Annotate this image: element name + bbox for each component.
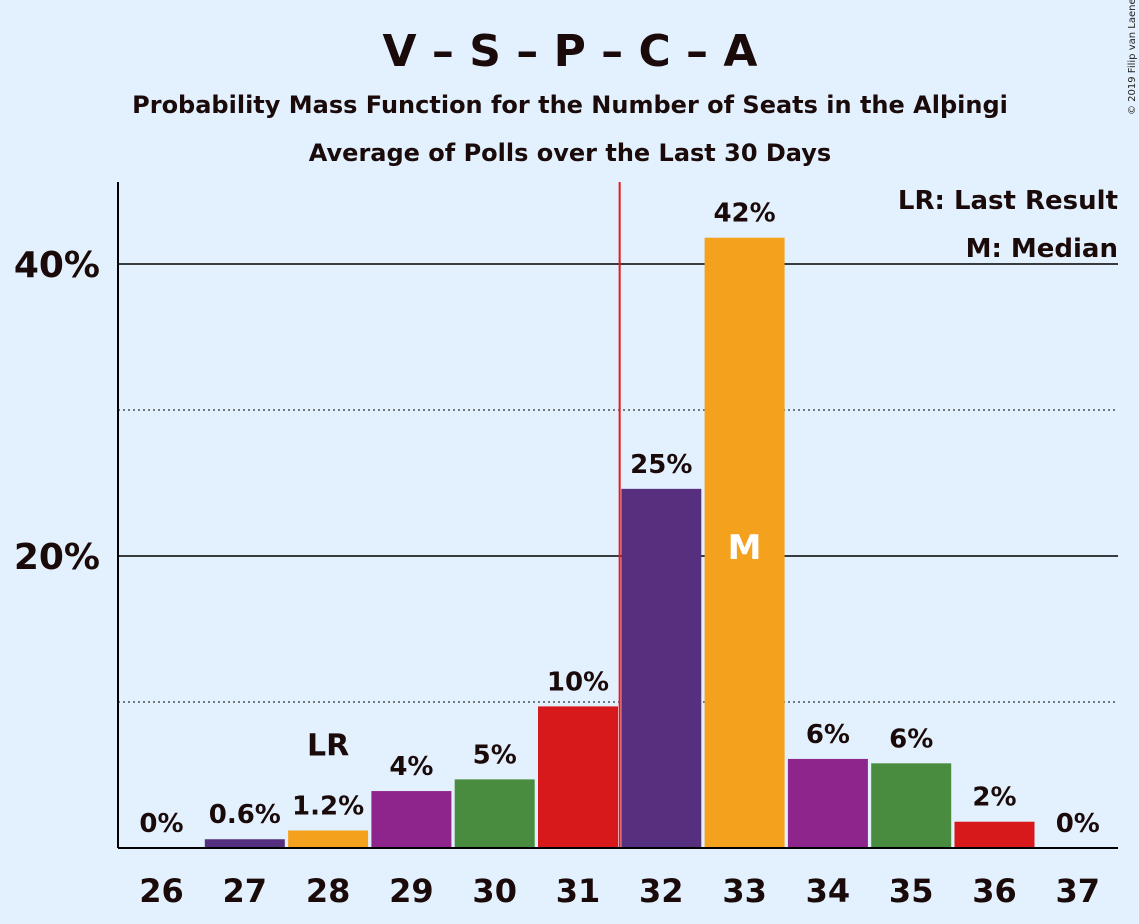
data-label: 0.6% xyxy=(209,800,281,830)
x-tick-label: 37 xyxy=(1056,872,1101,910)
bar xyxy=(371,791,452,848)
data-label: 0% xyxy=(139,809,183,839)
x-tick-label: 30 xyxy=(472,872,517,910)
x-tick-label: 28 xyxy=(306,872,351,910)
bars xyxy=(204,237,1035,849)
data-label: 6% xyxy=(889,724,933,754)
y-tick-label: 20% xyxy=(14,537,100,578)
legend-median: M: Median xyxy=(966,234,1118,264)
data-label: 5% xyxy=(473,740,517,770)
bar xyxy=(621,488,702,848)
chart-subtitle-2: Average of Polls over the Last 30 Days xyxy=(309,139,831,167)
x-tick-label: 32 xyxy=(639,872,684,910)
x-tick-label: 26 xyxy=(139,872,184,910)
median-marker: M xyxy=(728,528,762,568)
data-label: 25% xyxy=(630,450,692,480)
x-tick-labels: 26 27 28 29 30 31 32 33 34 35 36 37 xyxy=(139,872,1100,910)
x-tick-label: 31 xyxy=(556,872,601,910)
y-tick-label: 40% xyxy=(14,245,100,286)
bar xyxy=(204,839,285,848)
chart-subtitle: Probability Mass Function for the Number… xyxy=(132,91,1008,119)
bar xyxy=(538,706,618,848)
data-label: 42% xyxy=(713,199,775,229)
data-label: 0% xyxy=(1056,809,1100,839)
x-tick-label: 35 xyxy=(889,872,934,910)
bar xyxy=(704,237,785,849)
chart-title: V – S – P – C – A xyxy=(383,26,758,77)
data-labels: 0% 0.6% 1.2% 4% 5% 10% 25% 42% 6% 6% 2% 0% xyxy=(139,199,1099,839)
last-result-marker: LR xyxy=(307,728,349,763)
data-label: 2% xyxy=(972,783,1016,813)
bar xyxy=(954,821,1035,848)
data-label: 1.2% xyxy=(292,791,364,821)
copyright: © 2019 Filip van Laenen xyxy=(1127,0,1138,115)
x-tick-label: 34 xyxy=(806,872,851,910)
gridlines xyxy=(118,263,1118,703)
x-tick-label: 29 xyxy=(389,872,434,910)
bar xyxy=(787,758,868,848)
x-tick-label: 27 xyxy=(223,872,268,910)
y-tick-labels: 20% 40% xyxy=(14,245,100,578)
bar xyxy=(871,763,952,848)
data-label: 10% xyxy=(547,667,609,697)
x-tick-label: 36 xyxy=(972,872,1017,910)
bar xyxy=(454,779,535,848)
bar xyxy=(288,830,369,848)
data-label: 4% xyxy=(389,752,433,782)
x-tick-label: 33 xyxy=(722,872,767,910)
legend-last-result: LR: Last Result xyxy=(898,186,1118,216)
data-label: 6% xyxy=(806,720,850,750)
